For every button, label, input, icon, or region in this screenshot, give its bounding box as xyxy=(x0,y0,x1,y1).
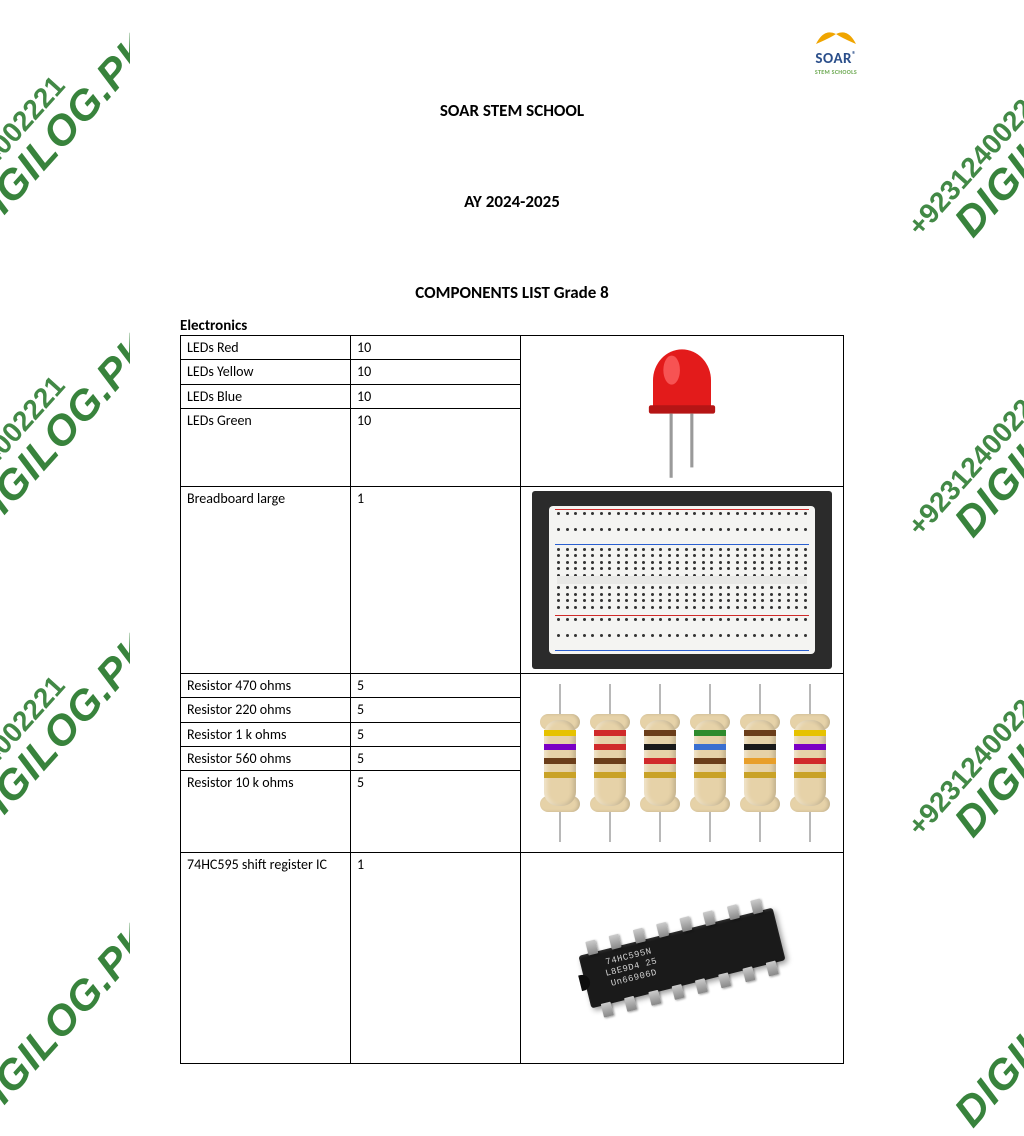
document-page: SOAR® STEM SCHOOLS SOAR STEM SCHOOL AY 2… xyxy=(130,0,894,1024)
components-table: LEDs Red 10 LEDs Yellow 10LEDs Blue 10LE… xyxy=(180,335,844,1064)
section-heading-electronics: Electronics xyxy=(180,317,844,335)
page-subtitle-year: AY 2024-2025 xyxy=(180,191,844,212)
component-image-cell: 74HC595NL8E9D4 25Un66906D xyxy=(521,853,844,1064)
component-qty-cell: 5 xyxy=(351,674,521,698)
logo-subtitle: STEM SCHOOLS xyxy=(814,68,858,76)
page-subtitle-list: COMPONENTS LIST Grade 8 xyxy=(180,282,844,303)
watermark-phone: +923124002221 xyxy=(0,70,71,242)
component-qty-cell: 5 xyxy=(351,746,521,770)
component-qty-cell: 5 xyxy=(351,722,521,746)
component-name-cell: 74HC595 shift register IC xyxy=(181,853,351,1064)
watermark-brand: DIGILOG.PK xyxy=(945,22,1024,245)
logo-wings-icon xyxy=(814,24,858,50)
component-qty-cell: 1 xyxy=(351,853,521,1064)
watermark-phone: +923124002221 xyxy=(902,670,1024,842)
component-name-cell: Resistor 220 ohms xyxy=(181,698,351,722)
school-logo: SOAR® STEM SCHOOLS xyxy=(814,24,858,76)
component-name-cell: Breadboard large xyxy=(181,487,351,674)
component-name-cell: Resistor 1 k ohms xyxy=(181,722,351,746)
table-row: LEDs Red 10 xyxy=(181,336,844,360)
component-qty-cell: 10 xyxy=(351,336,521,360)
table-row: Breadboard large 1 xyxy=(181,487,844,674)
component-qty-cell: 10 xyxy=(351,384,521,408)
table-row: 74HC595 shift register IC 1 74HC595NL8E9… xyxy=(181,853,844,1064)
component-name-cell: LEDs Yellow xyxy=(181,360,351,384)
component-qty-cell: 10 xyxy=(351,409,521,487)
component-name-cell: LEDs Green xyxy=(181,409,351,487)
component-name-cell: LEDs Red xyxy=(181,336,351,360)
component-image-cell xyxy=(521,674,844,853)
component-qty-cell: 5 xyxy=(351,698,521,722)
component-name-cell: Resistor 10 k ohms xyxy=(181,771,351,853)
watermark-phone: +923124002221 xyxy=(0,370,71,542)
component-name-cell: Resistor 470 ohms xyxy=(181,674,351,698)
watermark-phone: +923124002221 xyxy=(902,70,1024,242)
component-qty-cell: 1 xyxy=(351,487,521,674)
component-qty-cell: 5 xyxy=(351,771,521,853)
component-name-cell: Resistor 560 ohms xyxy=(181,746,351,770)
watermark-brand: DIGILOG.PK xyxy=(945,622,1024,845)
component-name-cell: LEDs Blue xyxy=(181,384,351,408)
watermark-brand: DIGILOG.PK xyxy=(945,322,1024,545)
watermark-brand: DIGILOG.PK xyxy=(945,912,1024,1135)
component-image-cell xyxy=(521,336,844,487)
table-row: Resistor 470 ohms 5 xyxy=(181,674,844,698)
watermark-phone: +923124002221 xyxy=(0,670,71,842)
component-image-cell xyxy=(521,487,844,674)
component-qty-cell: 10 xyxy=(351,360,521,384)
page-title: SOAR STEM SCHOOL xyxy=(180,100,844,121)
watermark-phone: +923124002221 xyxy=(902,370,1024,542)
logo-text: SOAR® xyxy=(814,50,858,68)
